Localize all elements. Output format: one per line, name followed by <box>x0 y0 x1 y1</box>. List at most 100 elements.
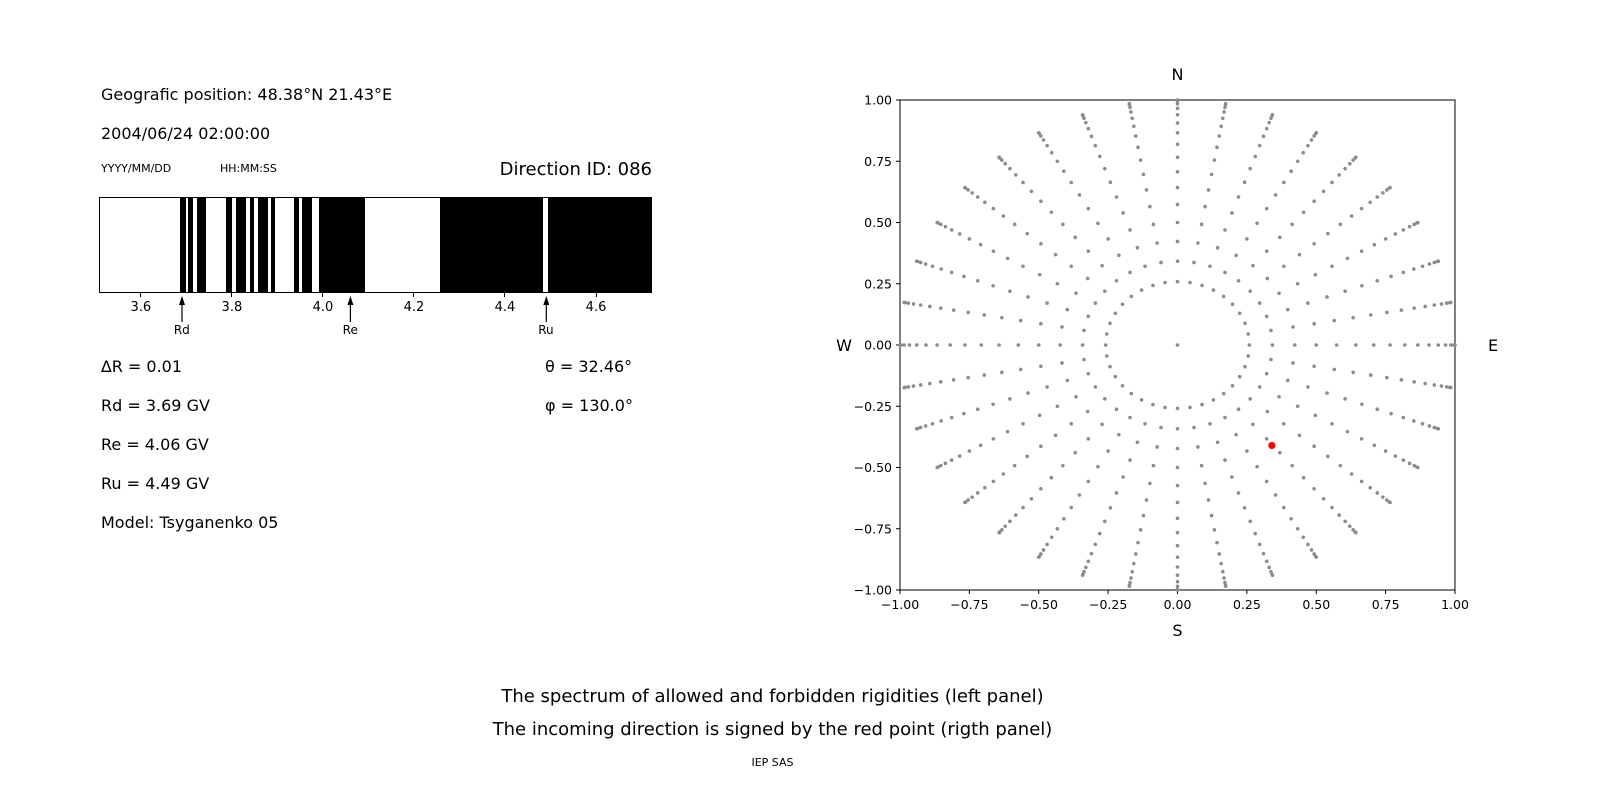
direction-grid-dot <box>1388 343 1392 347</box>
direction-grid-dot <box>1049 535 1054 540</box>
direction-grid-dot <box>1290 463 1294 468</box>
direction-grid-dot <box>1243 364 1247 369</box>
direction-grid-dot <box>1247 343 1252 347</box>
direction-grid-dot <box>1343 166 1347 171</box>
direction-grid-dot <box>1196 445 1200 449</box>
direction-grid-dot <box>1412 267 1416 271</box>
direction-grid-dot <box>1018 367 1023 372</box>
direction-grid-dot <box>1223 584 1228 589</box>
y-tick-label: 0.25 <box>864 276 892 291</box>
direction-grid-dot <box>1314 555 1319 559</box>
direction-grid-dot <box>1245 449 1249 453</box>
direction-grid-dot <box>906 385 911 389</box>
direction-grid-dot <box>1211 288 1216 292</box>
direction-grid-dot <box>1312 241 1316 246</box>
x-tick-label: −0.25 <box>1089 597 1127 612</box>
direction-grid-dot <box>1055 526 1060 531</box>
direction-grid-dot <box>1264 371 1269 376</box>
direction-grid-dot <box>1132 124 1136 129</box>
x-tick-label: 4.0 <box>312 300 334 315</box>
direction-grid-dot <box>1151 222 1156 227</box>
direction-grid-dot <box>1014 173 1018 177</box>
direction-grid-dot <box>1309 138 1314 142</box>
incoming-direction-red-point <box>1268 441 1276 450</box>
direction-grid-dot <box>1236 195 1241 199</box>
direction-grid-dot <box>1073 235 1077 240</box>
direction-grid-dot <box>1093 143 1098 148</box>
direction-grid-dot <box>1243 321 1247 326</box>
direction-grid-dot <box>1144 498 1149 502</box>
direction-grid-dot <box>1325 295 1329 299</box>
direction-grid-dot <box>975 491 980 495</box>
direction-grid-dot <box>1343 289 1347 293</box>
cutoff-arrow-ru: Ru <box>538 296 554 337</box>
direction-grid-dot <box>1086 206 1091 211</box>
direction-grid-dot <box>1223 270 1227 275</box>
direction-grid-dot <box>991 437 996 441</box>
direction-grid-dot <box>997 155 1001 160</box>
direction-grid-dot <box>957 454 962 458</box>
direction-grid-dot <box>1264 126 1269 131</box>
direction-grid-dot <box>1285 378 1290 383</box>
direction-grid-dot <box>1313 413 1318 418</box>
direction-grid-dot <box>1175 101 1180 106</box>
rigidity-spectrum-plot <box>99 197 652 293</box>
direction-grid-dot <box>1114 407 1119 411</box>
direction-grid-dot <box>1061 222 1065 227</box>
direction-grid-dot <box>1330 421 1334 426</box>
direction-grid-dot <box>1306 542 1310 547</box>
direction-grid-dot <box>1290 222 1294 227</box>
direction-grid-dot <box>1251 422 1255 427</box>
direction-grid-dot <box>1060 361 1064 365</box>
direction-grid-dot <box>1401 415 1406 420</box>
time-format-label: HH:MM:SS <box>220 162 277 175</box>
direction-grid-dot <box>1375 195 1380 199</box>
direction-grid-dot <box>1221 391 1226 396</box>
direction-grid-dot <box>1360 402 1364 407</box>
direction-grid-dot <box>1077 193 1082 197</box>
x-tick-label: 0.75 <box>1372 597 1400 612</box>
direction-grid-dot <box>970 191 974 195</box>
direction-grid-dot <box>1084 120 1088 125</box>
direction-grid-dot <box>1203 481 1207 486</box>
direction-grid-dot <box>1321 189 1326 194</box>
direction-grid-dot <box>1096 221 1100 226</box>
direction-grid-dot <box>1175 406 1180 411</box>
direction-grid-dot <box>1269 357 1273 362</box>
direction-grid-dot <box>1312 364 1316 369</box>
cutoff-label: Rd <box>173 323 190 337</box>
direction-grid-dot <box>1281 264 1286 269</box>
direction-grid-dot <box>1175 259 1180 264</box>
direction-grid-dot <box>1270 573 1275 578</box>
direction-grid-dot <box>1045 301 1049 305</box>
direction-grid-dot <box>1106 449 1110 453</box>
direction-grid-dot <box>1175 343 1180 347</box>
direction-grid-dot <box>1175 530 1180 535</box>
direction-grid-dot <box>1049 210 1054 215</box>
date-format-label: YYYY/MM/DD <box>101 162 172 175</box>
direction-grid-dot <box>1230 302 1235 307</box>
direction-grid-dot <box>1128 105 1132 110</box>
direction-grid-dot <box>1175 465 1180 470</box>
direction-grid-dot <box>1106 237 1110 241</box>
direction-grid-dot <box>1133 134 1138 138</box>
direction-grid-dot <box>911 302 916 306</box>
direction-grid-dot <box>1281 505 1286 510</box>
direction-grid-dot <box>1208 421 1212 426</box>
direction-grid-dot <box>1375 407 1380 411</box>
direction-grid-dot <box>949 228 954 232</box>
forbidden-band <box>250 198 255 292</box>
y-tick-label: −0.25 <box>854 399 892 414</box>
direction-grid-dot <box>1301 150 1306 155</box>
direction-grid-dot <box>1025 231 1029 236</box>
direction-grid-dot <box>1058 343 1063 347</box>
direction-grid-dot <box>1359 437 1364 441</box>
direction-grid-dot <box>918 383 923 387</box>
direction-grid-dot <box>1330 505 1334 510</box>
direction-grid-dot <box>1053 252 1058 257</box>
direction-grid-dot <box>1080 112 1085 117</box>
x-tick <box>231 293 233 297</box>
direction-grid-dot <box>1093 542 1098 547</box>
model-label: Model: Tsyganenko 05 <box>101 513 279 532</box>
direction-grid-dot <box>1175 185 1180 190</box>
